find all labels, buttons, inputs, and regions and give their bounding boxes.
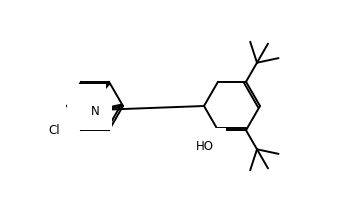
Text: Cl: Cl bbox=[49, 124, 60, 137]
Text: N: N bbox=[91, 105, 100, 118]
Text: HO: HO bbox=[196, 140, 214, 153]
Text: N: N bbox=[79, 104, 88, 117]
Text: N: N bbox=[86, 96, 95, 109]
